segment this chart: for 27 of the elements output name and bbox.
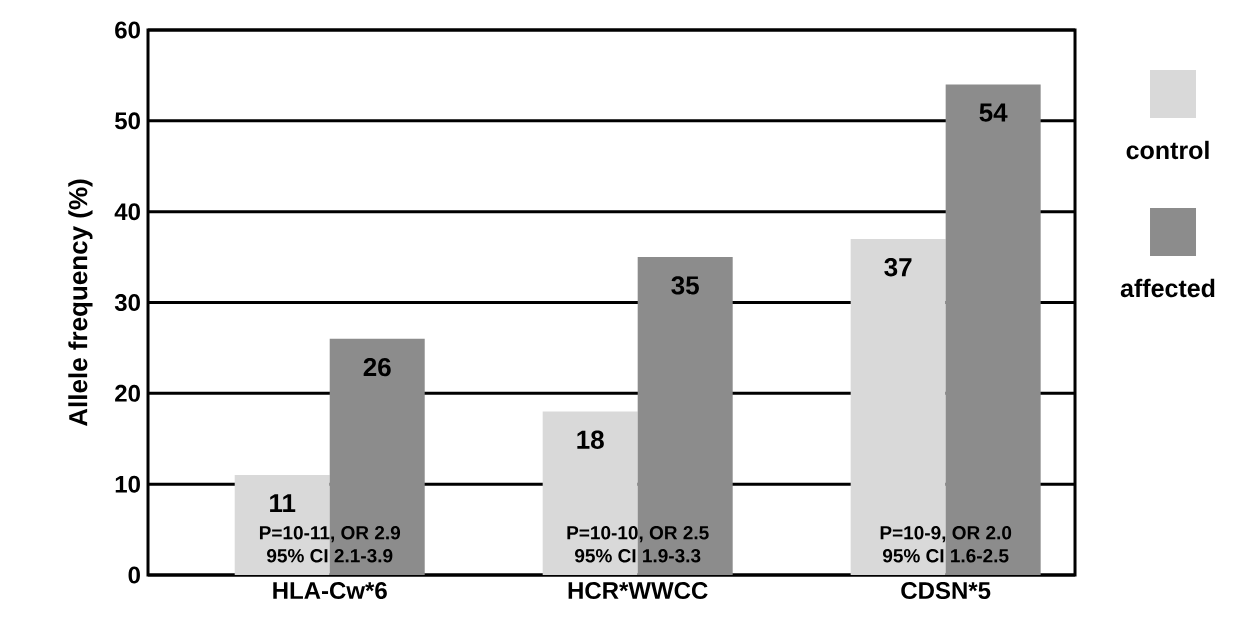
- y-tick-label: 20: [115, 384, 140, 402]
- annotation: 95% CI 1.9-3.3: [574, 549, 701, 563]
- y-tick-label: 10: [115, 475, 140, 493]
- bar: [850, 238, 946, 575]
- annotation: P=10-9, OR 2.0: [880, 526, 1012, 543]
- y-tick-label: 60: [115, 21, 140, 39]
- y-tick-label: 40: [114, 203, 140, 221]
- y-tick-label: 30: [114, 294, 140, 312]
- y-axis-title: Allele frequency (%): [68, 179, 93, 427]
- annotation: P=10-11, OR 2.9: [259, 526, 401, 543]
- data-label: 35: [671, 276, 699, 295]
- data-label: 18: [577, 430, 604, 449]
- legend-label: affected: [1120, 278, 1215, 298]
- x-tick-label: HLA-Cw*6: [273, 582, 387, 600]
- y-tick-label: 50: [115, 112, 140, 130]
- x-tick-label: HCR*WWCC: [568, 582, 708, 600]
- annotation: 95% CI 2.1-3.9: [267, 549, 393, 563]
- data-label: 11: [270, 494, 296, 513]
- y-tick-label: 0: [128, 566, 140, 584]
- legend-label: control: [1126, 140, 1209, 160]
- data-label: 54: [979, 103, 1008, 122]
- bar: [945, 84, 1041, 575]
- annotation: P=10-10, OR 2.5: [567, 526, 709, 543]
- x-tick-label: CDSN*5: [901, 582, 991, 600]
- annotation: 95% CI 1.6-2.5: [882, 549, 1009, 563]
- data-label: 26: [363, 357, 391, 377]
- data-label: 37: [884, 257, 912, 277]
